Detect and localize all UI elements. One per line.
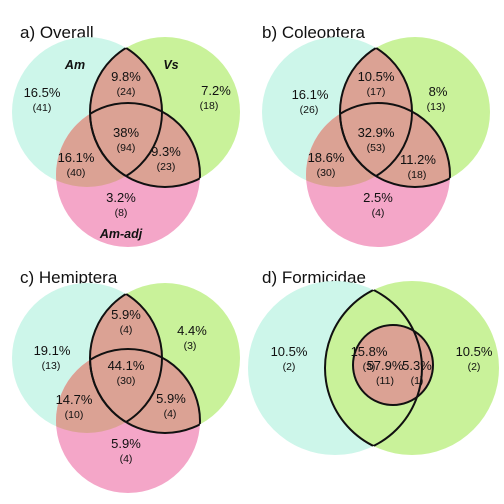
panel-c-n-vs-only: (3) bbox=[184, 340, 197, 352]
panel-c-n-adj-only: (4) bbox=[120, 453, 133, 465]
panel-c-pct-am-adj: 14.7% bbox=[56, 392, 93, 407]
panel-a-pct-vs-adj: 9.3% bbox=[151, 144, 181, 159]
panel-d-n-am-only: (2) bbox=[283, 361, 296, 373]
panel-b-pct-am-vs: 10.5% bbox=[358, 69, 395, 84]
panel-d-pct-am-vs: 15.8% bbox=[351, 344, 388, 359]
panel-a-dashed-boundary bbox=[90, 103, 163, 187]
panel-b-n-adj-only: (4) bbox=[372, 207, 385, 219]
panel-c-am-outline bbox=[89, 283, 162, 433]
panel-a-pct-all: 38% bbox=[113, 125, 139, 140]
panel-a-n-am-vs: (24) bbox=[117, 86, 136, 98]
panel-c-pct-am-vs: 5.9% bbox=[111, 307, 141, 322]
panel-c-pct-am-only: 19.1% bbox=[34, 343, 71, 358]
panel-d-am-outline bbox=[324, 281, 422, 455]
panel-c-n-vs-adj: (4) bbox=[164, 408, 177, 420]
panel-a-label-am-adj: Am-adj bbox=[99, 227, 143, 241]
panel-a-label-vs: Vs bbox=[163, 58, 178, 72]
panel-c-pct-all: 44.1% bbox=[108, 358, 145, 373]
panel-d-adj-circle bbox=[353, 325, 433, 405]
panel-c-title: c) Hemiptera bbox=[20, 268, 118, 287]
panel-a-n-vs-only: (18) bbox=[200, 100, 219, 112]
panel-b-pct-vs-only: 8% bbox=[429, 84, 448, 99]
panel-c-pct-adj-only: 5.9% bbox=[111, 436, 141, 451]
panel-c-pct-vs-adj: 5.9% bbox=[156, 391, 186, 406]
panel-c-n-am-vs: (4) bbox=[120, 324, 133, 336]
panel-b-n-am-adj: (30) bbox=[317, 167, 336, 179]
panel-c-adj-outline-in-vs bbox=[90, 348, 201, 433]
panel-d-dashed-boundary bbox=[353, 325, 423, 405]
panel-a-adj-outline-in-vs bbox=[90, 102, 201, 187]
panel-a-am-outline bbox=[89, 37, 162, 187]
panel-c-n-all: (30) bbox=[117, 375, 136, 387]
panel-b-pct-adj-only: 2.5% bbox=[363, 190, 393, 205]
panel-a-n-am-adj: (40) bbox=[67, 167, 86, 179]
panel-c-dashed-boundary bbox=[90, 349, 163, 433]
panel-d-n-vs-adj: (1) bbox=[411, 375, 424, 387]
panel-a-n-adj-only: (8) bbox=[115, 207, 128, 219]
panel-a-pct-am-vs: 9.8% bbox=[111, 69, 141, 84]
panel-a: a) Overall Am Vs Am-adj 16.5% (41) 9.8% … bbox=[12, 23, 240, 247]
panel-b-am-outline bbox=[339, 37, 412, 187]
panel-b-pct-am-only: 16.1% bbox=[292, 87, 329, 102]
panel-a-pct-am-only: 16.5% bbox=[24, 85, 61, 100]
panel-b-adj-outline-in-vs bbox=[340, 102, 451, 187]
panel-b-n-vs-only: (13) bbox=[427, 101, 446, 113]
panel-b-n-vs-adj: (18) bbox=[408, 169, 427, 181]
panel-b: b) Coleoptera 16.1% (26) 10.5% (17) 8% (… bbox=[262, 23, 490, 247]
panel-a-pct-am-adj: 16.1% bbox=[58, 150, 95, 165]
panel-b-pct-am-adj: 18.6% bbox=[308, 150, 345, 165]
panel-d-pct-am-only: 10.5% bbox=[271, 344, 308, 359]
panel-a-n-all: (94) bbox=[117, 142, 136, 154]
panel-d-n-all: (11) bbox=[376, 375, 394, 387]
panel-c-n-am-only: (13) bbox=[42, 360, 61, 372]
panel-a-pct-adj-only: 3.2% bbox=[106, 190, 136, 205]
panel-c-n-am-adj: (10) bbox=[65, 409, 84, 421]
panel-d: d) Formicidae 10.5% (2) 15.8% (3) 57.9% … bbox=[248, 268, 499, 455]
panel-d-pct-vs-only: 10.5% bbox=[456, 344, 493, 359]
panel-b-n-am-vs: (17) bbox=[367, 86, 386, 98]
panel-a-label-am: Am bbox=[64, 58, 85, 72]
panel-b-n-all: (53) bbox=[367, 142, 386, 154]
panel-a-n-vs-adj: (23) bbox=[157, 161, 176, 173]
panel-d-n-vs-only: (2) bbox=[468, 361, 481, 373]
panel-d-pct-vs-adj: 5.3% bbox=[402, 358, 432, 373]
panel-d-adj-outline bbox=[352, 324, 434, 406]
panel-b-pct-all: 32.9% bbox=[358, 125, 395, 140]
panel-c-pct-vs-only: 4.4% bbox=[177, 323, 207, 338]
panel-a-n-am-only: (41) bbox=[33, 102, 52, 114]
panel-a-title: a) Overall bbox=[20, 23, 94, 42]
panel-b-n-am-only: (26) bbox=[300, 104, 319, 116]
panel-c: c) Hemiptera 19.1% (13) 5.9% (4) 4.4% (3… bbox=[12, 268, 240, 493]
panel-d-pct-all: 57.9% bbox=[367, 358, 404, 373]
panel-b-pct-vs-adj: 11.2% bbox=[400, 152, 436, 167]
panel-b-dashed-boundary bbox=[340, 103, 413, 187]
panel-a-pct-vs-only: 7.2% bbox=[201, 83, 231, 98]
panel-d-n-am-vs: (3) bbox=[363, 361, 376, 373]
